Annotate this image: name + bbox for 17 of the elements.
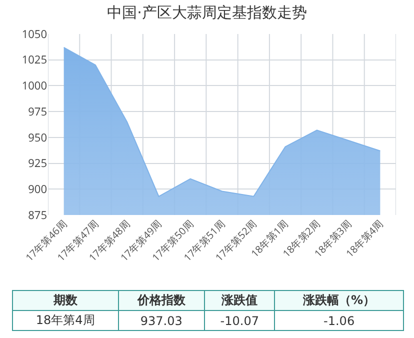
text: 937.03	[118, 310, 205, 330]
text: 期数	[12, 290, 118, 310]
text: 涨跌值	[204, 290, 275, 310]
y-tick-label: 1025	[22, 52, 47, 68]
text: 18年第4周	[12, 310, 118, 330]
text: -1.06	[274, 310, 404, 330]
text: 价格指数	[118, 290, 205, 310]
y-tick-label: 950	[28, 130, 47, 146]
y-tick-label: 875	[28, 208, 47, 223]
text: -10.07	[204, 310, 275, 330]
y-tick-label: 1050	[22, 26, 47, 42]
chart-title: 中国·产区大蒜周定基指数走势	[107, 4, 307, 22]
y-tick-label: 975	[28, 104, 47, 120]
y-tick-label: 925	[28, 156, 47, 172]
y-tick-label: 1000	[22, 78, 47, 94]
text: 涨跌幅（%）	[274, 290, 404, 310]
y-tick-label: 900	[28, 182, 47, 197]
